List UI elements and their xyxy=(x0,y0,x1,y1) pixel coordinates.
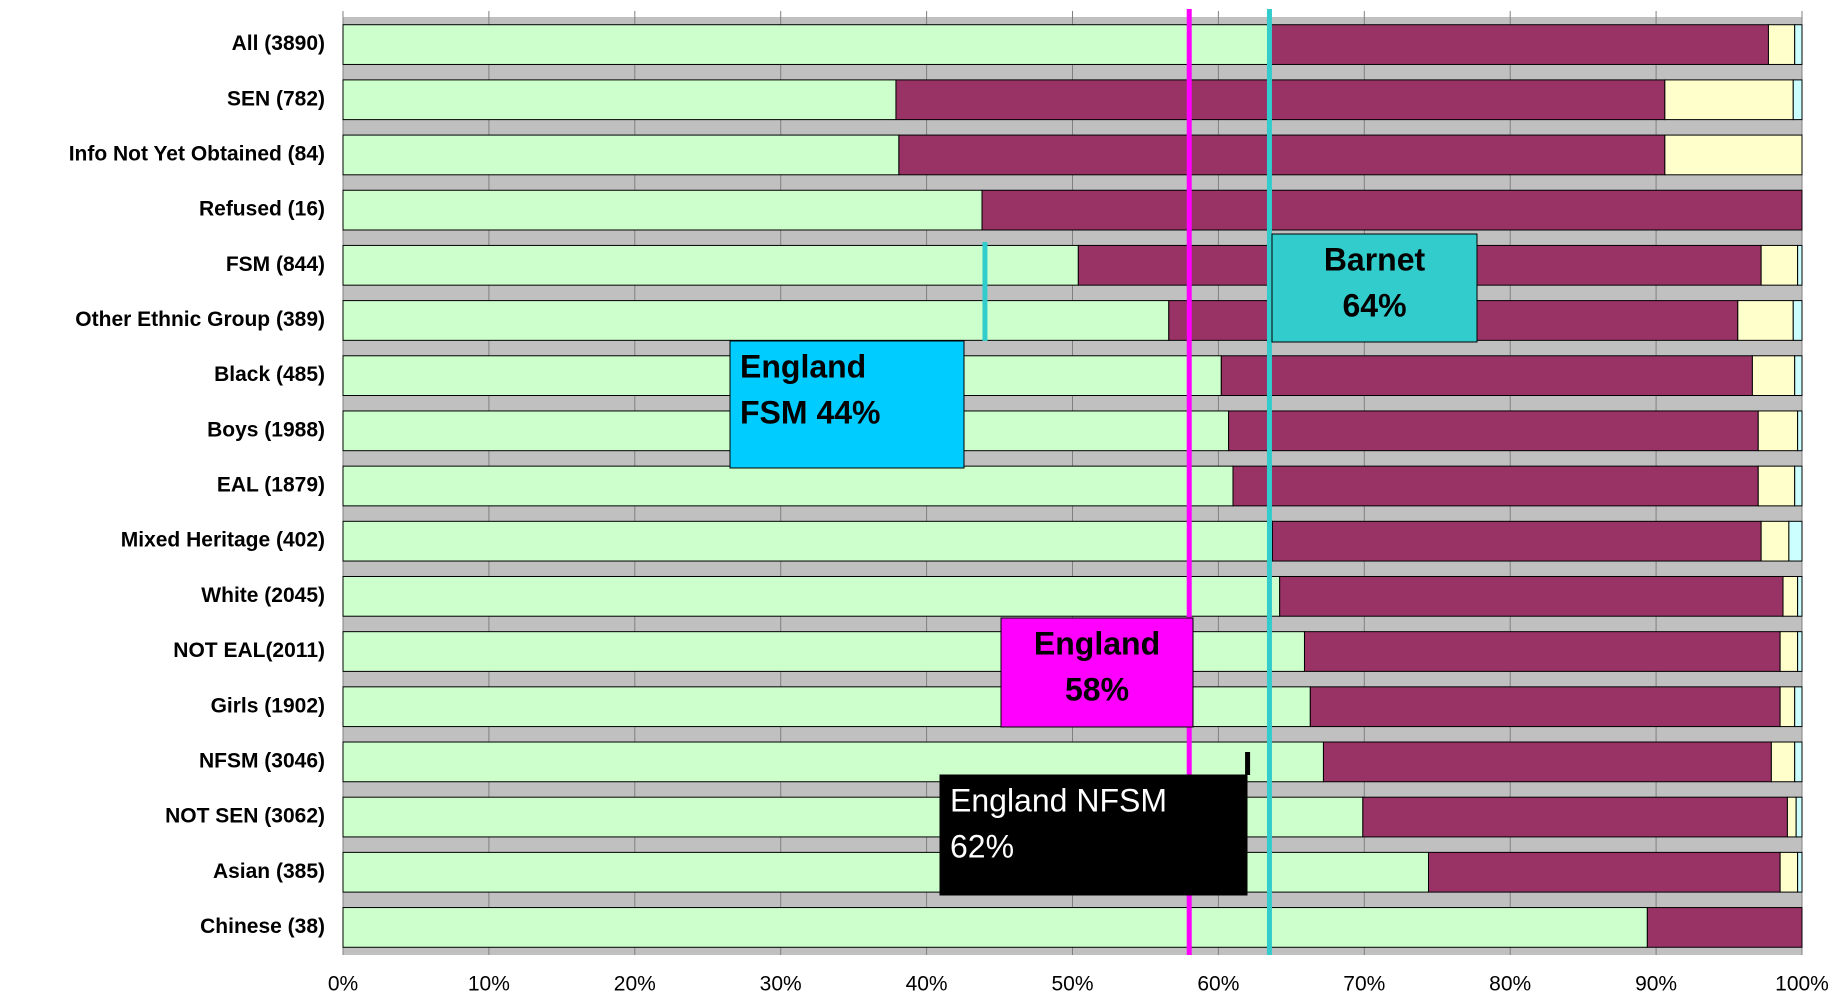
bar-segment xyxy=(1309,686,1781,728)
bar-segment xyxy=(342,465,1234,507)
bar-segment xyxy=(1303,631,1781,672)
y-tick-label: Black (485) xyxy=(214,363,325,386)
bar-segment xyxy=(1792,300,1803,341)
x-tick-label: 50% xyxy=(1051,973,1093,996)
bar-segment xyxy=(342,300,1170,341)
bar-segment xyxy=(1797,575,1803,617)
bar-segment xyxy=(1279,575,1784,617)
y-tick-label: All (3890) xyxy=(232,32,325,55)
bar-segment xyxy=(1794,686,1803,728)
bar-segment xyxy=(1779,631,1799,672)
bar-segment xyxy=(1794,24,1803,65)
x-tick-label: 40% xyxy=(906,973,948,996)
y-tick-label: NOT EAL(2011) xyxy=(173,639,325,662)
bar-segment xyxy=(1797,851,1803,893)
annotation-text: FSM 44% xyxy=(740,394,880,430)
annotation-text: 62% xyxy=(950,828,1014,864)
x-tick-label: 60% xyxy=(1197,973,1239,996)
y-tick-label: NFSM (3046) xyxy=(199,749,325,772)
y-tick-label: Mixed Heritage (402) xyxy=(121,529,325,552)
annotation-text: 58% xyxy=(1065,671,1129,707)
annotation-text: England NFSM xyxy=(950,782,1167,818)
bar-segment xyxy=(342,851,1429,893)
bar-segment xyxy=(342,907,1648,948)
y-tick-label: FSM (844) xyxy=(226,253,325,276)
bar-segment xyxy=(1786,796,1797,838)
x-tick-label: 20% xyxy=(614,973,656,996)
bar-segment xyxy=(1362,796,1788,838)
annotation-text: England xyxy=(1034,625,1160,661)
bar-segment xyxy=(898,134,1666,176)
bar-segment xyxy=(342,24,1272,65)
y-tick-label: SEN (782) xyxy=(227,87,325,110)
x-tick-label: 30% xyxy=(760,973,802,996)
bar-segment xyxy=(1797,410,1803,452)
y-tick-label: White (2045) xyxy=(201,584,325,607)
annotation-text: Barnet xyxy=(1324,241,1426,277)
annotation-box xyxy=(1271,233,1478,343)
bar-segment xyxy=(1664,134,1803,176)
bar-segment xyxy=(1794,355,1803,397)
bar-segment xyxy=(1779,686,1796,728)
x-tick-label: 0% xyxy=(328,973,358,996)
bar-segment xyxy=(1797,244,1803,286)
bar-segment xyxy=(1270,24,1769,65)
bar-segment xyxy=(1794,465,1803,507)
bar-segment xyxy=(342,189,983,231)
bar-segment xyxy=(895,79,1666,121)
annotation-text: England xyxy=(740,348,866,384)
bar-segment xyxy=(342,244,1079,286)
bar-segment xyxy=(1760,520,1790,562)
bar-segment xyxy=(1228,410,1759,452)
bar-segment xyxy=(1751,355,1796,397)
bar-segment xyxy=(1271,520,1762,562)
bar-segment xyxy=(1220,355,1753,397)
bar-segment xyxy=(1788,520,1803,562)
bar-segment xyxy=(1770,741,1796,783)
y-tick-label: Asian (385) xyxy=(213,860,325,883)
x-tick-label: 80% xyxy=(1489,973,1531,996)
bar-segment xyxy=(1792,79,1803,121)
bar-segment xyxy=(1322,741,1772,783)
y-tick-label: Refused (16) xyxy=(199,198,325,221)
bar-segment xyxy=(1779,851,1799,893)
x-tick-label: 90% xyxy=(1635,973,1677,996)
bar-segment xyxy=(1232,465,1759,507)
x-tick-label: 70% xyxy=(1343,973,1385,996)
bar-segment xyxy=(1737,300,1794,341)
bar-segment xyxy=(1767,24,1796,65)
bar-segment xyxy=(342,134,900,176)
y-tick-label: Other Ethnic Group (389) xyxy=(75,308,325,331)
bar-segment xyxy=(1664,79,1794,121)
bar-segment xyxy=(1646,907,1803,948)
annotation-box xyxy=(1000,617,1194,728)
x-tick-label: 100% xyxy=(1775,973,1829,996)
y-tick-label: EAL (1879) xyxy=(217,474,325,497)
bar-segment xyxy=(342,575,1281,617)
y-tick-label: NOT SEN (3062) xyxy=(165,805,325,828)
bar-segment xyxy=(1794,741,1803,783)
bar-segment xyxy=(1795,796,1803,838)
y-tick-label: Chinese (38) xyxy=(200,915,325,938)
y-tick-label: Girls (1902) xyxy=(211,694,325,717)
y-tick-label: Info Not Yet Obtained (84) xyxy=(69,142,325,165)
bar-segment xyxy=(342,79,897,121)
bar-segment xyxy=(981,189,1803,231)
bar-segment xyxy=(1797,631,1803,672)
bar-segment xyxy=(1427,851,1781,893)
y-tick-label: Boys (1988) xyxy=(207,418,325,441)
annotation-box xyxy=(729,340,965,469)
x-tick-label: 10% xyxy=(468,973,510,996)
annotation-box xyxy=(939,774,1248,896)
bar-segment xyxy=(1760,244,1799,286)
bar-segment xyxy=(1782,575,1799,617)
bar-segment xyxy=(342,520,1273,562)
bar-segment xyxy=(1757,465,1796,507)
annotation-text: 64% xyxy=(1342,287,1406,323)
bar-segment xyxy=(1757,410,1799,452)
